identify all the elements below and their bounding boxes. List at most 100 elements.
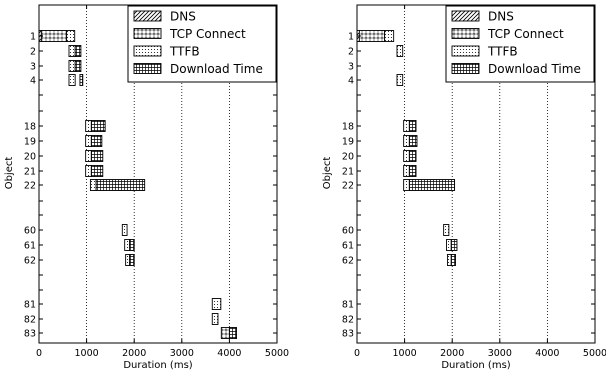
x-tick-label: 4000 — [217, 348, 241, 359]
y-axis-label: Object — [322, 157, 333, 190]
bar-20-download-time — [90, 150, 104, 162]
bar-3-ttfb — [68, 60, 76, 72]
bar-60-ttfb — [443, 224, 450, 236]
x-tick-label: 1000 — [75, 348, 99, 359]
x-tick-label: 2000 — [440, 348, 464, 359]
bar-18-ttfb — [85, 120, 92, 132]
y-tick-label: 22 — [342, 181, 354, 192]
legend-swatch-ttfb — [451, 45, 480, 57]
legend-swatch-dns — [133, 10, 162, 22]
x-tick-label: 0 — [354, 348, 360, 359]
bar-1-ttfb — [66, 30, 76, 42]
y-tick-label: 61 — [24, 241, 36, 252]
y-tick-label: 3 — [30, 62, 36, 73]
bar-4-ttfb — [68, 74, 76, 86]
x-axis-label: Duration (ms) — [441, 360, 510, 371]
bar-18-download-time — [408, 120, 417, 132]
x-tick-label: 4000 — [535, 348, 559, 359]
y-tick-label: 19 — [342, 137, 354, 148]
bar-62-download-time — [128, 254, 135, 266]
bar-22-download-time — [408, 179, 456, 191]
x-tick-label: 2000 — [122, 348, 146, 359]
bar-22-download-time — [95, 179, 146, 191]
bar-83-tcp-connect — [220, 327, 230, 339]
x-tick-label: 0 — [36, 348, 42, 359]
y-tick-label: 60 — [24, 226, 36, 237]
y-tick-label: 82 — [342, 315, 354, 326]
y-axis-label: Object — [4, 157, 15, 190]
chart-panel-1: 0 1000 2000 3000 4000 5000 1 2 3 4 18 19 20 21 22 60 61 6… — [4, 4, 289, 371]
y-tick-label: 21 — [342, 167, 354, 178]
x-tick-label: 1000 — [393, 348, 417, 359]
x-tick-label: 3000 — [170, 348, 194, 359]
bar-2-ttfb — [68, 45, 76, 57]
axes-frame — [356, 4, 596, 344]
bar-2-download-time — [74, 45, 82, 57]
legend-swatch-tcp-connect — [451, 28, 480, 39]
bar-20-download-time — [408, 150, 417, 162]
legend-label-download-time: Download Time — [488, 62, 581, 76]
y-tick-label: 3 — [348, 62, 354, 73]
legend-swatch-download-time — [451, 63, 480, 74]
bar-4-ttfb — [396, 74, 404, 86]
bar-61-ttfb — [446, 239, 452, 251]
y-tick-label: 1 — [348, 32, 354, 43]
y-tick-label: 20 — [342, 152, 354, 163]
legend-label-ttfb: TTFB — [487, 45, 518, 59]
legend-label-download-time: Download Time — [170, 62, 263, 76]
y-tick-label: 62 — [342, 256, 354, 267]
bar-19-download-time — [90, 135, 103, 147]
bar-81-ttfb — [211, 298, 222, 310]
y-tick-label: 2 — [348, 47, 354, 58]
legend-swatch-tcp-connect — [133, 28, 162, 39]
bar-18-download-time — [90, 120, 106, 132]
x-axis-label: Duration (ms) — [123, 360, 192, 371]
x-tick-label: 5000 — [265, 348, 289, 359]
legend-label-dns: DNS — [488, 10, 514, 24]
y-tick-label: 61 — [342, 241, 354, 252]
bar-62-download-time — [450, 254, 456, 266]
x-tick-label: 3000 — [488, 348, 512, 359]
bar-61-download-time — [450, 239, 458, 251]
bar-4-download-time — [79, 74, 84, 86]
bar-82-ttfb — [211, 313, 219, 325]
bar-19-ttfb — [403, 135, 410, 147]
legend-swatch-ttfb — [133, 45, 162, 57]
y-tick-label: 18 — [24, 122, 36, 133]
chart-panel-2: 0 1000 2000 3000 4000 5000 1 2 3 4 18 19 20 21 22 60 61 6… — [322, 4, 606, 371]
y-tick-label: 19 — [24, 137, 36, 148]
y-tick-label: 82 — [24, 315, 36, 326]
bar-1-tcp-connect — [40, 30, 68, 42]
x-tick-label: 5000 — [583, 348, 606, 359]
legend-label-dns: DNS — [170, 10, 196, 24]
bar-62-ttfb — [446, 254, 452, 266]
legend-label-ttfb: TTFB — [169, 45, 200, 59]
y-tick-label: 20 — [24, 152, 36, 163]
y-tick-label: 22 — [24, 181, 36, 192]
bar-21-download-time — [90, 165, 104, 177]
axes-frame — [38, 4, 278, 344]
bar-22-ttfb — [89, 179, 97, 191]
bar-20-ttfb — [403, 150, 410, 162]
legend-label-tcp-connect: TCP Connect — [169, 27, 246, 41]
legend: DNS TCP Connect TTFB Download Time — [445, 5, 595, 83]
bar-21-ttfb — [403, 165, 410, 177]
y-tick-label: 81 — [342, 300, 354, 311]
bar-21-download-time — [408, 165, 417, 177]
bar-19-download-time — [408, 135, 418, 147]
bar-60-ttfb — [121, 224, 128, 236]
bar-3-download-time — [74, 60, 82, 72]
bar-1-ttfb — [384, 30, 395, 42]
y-tick-label: 83 — [24, 329, 36, 340]
y-tick-label: 21 — [24, 167, 36, 178]
bar-1-tcp-connect — [358, 30, 386, 42]
bar-20-ttfb — [85, 150, 92, 162]
bar-22-ttfb — [403, 179, 410, 191]
y-tick-label: 83 — [342, 329, 354, 340]
bar-19-ttfb — [85, 135, 92, 147]
legend: DNS TCP Connect TTFB Download Time — [127, 5, 277, 83]
y-tick-label: 2 — [30, 47, 36, 58]
bar-61-ttfb — [124, 239, 130, 251]
bar-21-ttfb — [85, 165, 92, 177]
